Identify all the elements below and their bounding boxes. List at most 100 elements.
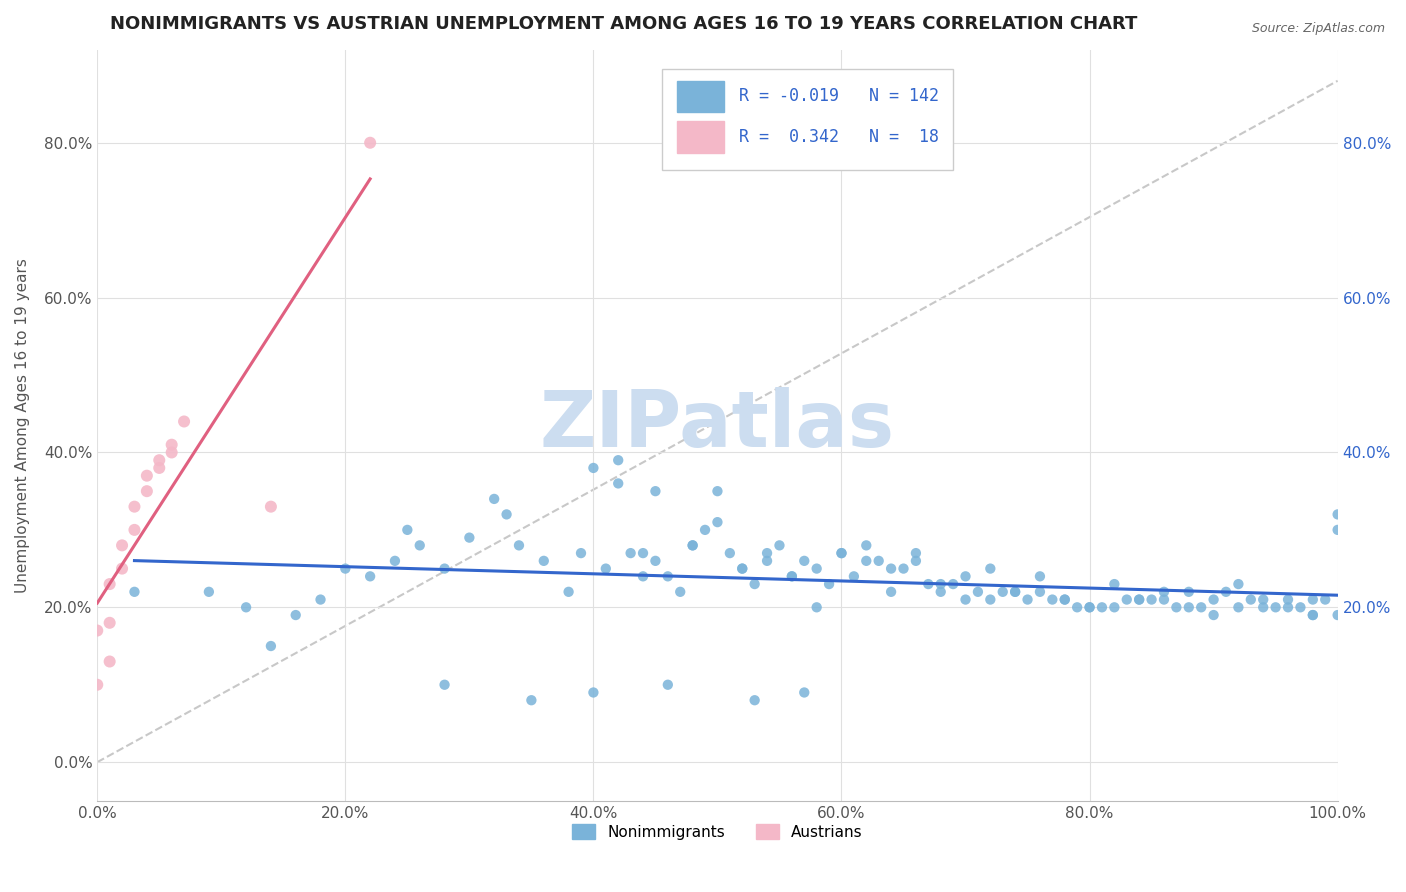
Point — [657, 569, 679, 583]
Point — [359, 569, 381, 583]
Point — [135, 484, 157, 499]
Point — [1264, 600, 1286, 615]
Bar — [676, 121, 724, 153]
Point — [1227, 577, 1250, 591]
Point — [818, 577, 841, 591]
Point — [904, 546, 927, 560]
Point — [830, 546, 852, 560]
Point — [1029, 584, 1052, 599]
Point — [1128, 592, 1150, 607]
Point — [1153, 584, 1175, 599]
Point — [893, 561, 915, 575]
Point — [842, 569, 865, 583]
Point — [124, 523, 146, 537]
Point — [979, 561, 1001, 575]
Point — [582, 685, 605, 699]
Point — [967, 584, 990, 599]
Point — [1277, 592, 1299, 607]
Point — [682, 538, 704, 552]
Point — [793, 685, 815, 699]
Point — [384, 554, 406, 568]
Point — [396, 523, 419, 537]
Point — [1091, 600, 1114, 615]
Point — [433, 678, 456, 692]
Point — [955, 569, 977, 583]
Point — [631, 569, 654, 583]
Point — [1251, 592, 1274, 607]
Point — [644, 484, 666, 499]
Point — [1202, 608, 1225, 623]
Point — [409, 538, 432, 552]
Point — [359, 136, 381, 150]
Point — [1017, 592, 1039, 607]
Point — [1029, 569, 1052, 583]
Point — [482, 491, 505, 506]
Point — [942, 577, 965, 591]
Point — [1040, 592, 1063, 607]
Point — [718, 546, 741, 560]
Point — [855, 538, 877, 552]
Point — [756, 554, 779, 568]
Point — [520, 693, 543, 707]
Point — [1202, 592, 1225, 607]
Point — [669, 584, 692, 599]
Point — [855, 554, 877, 568]
Point — [1104, 577, 1126, 591]
Point — [569, 546, 592, 560]
Point — [631, 546, 654, 560]
Point — [111, 538, 134, 552]
Point — [756, 546, 779, 560]
Point — [260, 639, 283, 653]
Point — [582, 461, 605, 475]
Point — [335, 561, 357, 575]
Point — [98, 577, 121, 591]
Y-axis label: Unemployment Among Ages 16 to 19 years: Unemployment Among Ages 16 to 19 years — [15, 258, 30, 593]
Point — [731, 561, 754, 575]
Point — [86, 624, 108, 638]
Point — [124, 500, 146, 514]
Point — [955, 592, 977, 607]
Point — [780, 569, 803, 583]
Point — [706, 484, 728, 499]
Point — [148, 453, 170, 467]
Point — [1315, 592, 1337, 607]
Point — [1289, 600, 1312, 615]
Point — [86, 678, 108, 692]
Point — [780, 569, 803, 583]
Point — [1302, 608, 1324, 623]
Point — [1004, 584, 1026, 599]
Point — [284, 608, 307, 623]
Point — [929, 584, 952, 599]
Point — [1140, 592, 1163, 607]
Point — [1302, 592, 1324, 607]
Point — [607, 453, 630, 467]
Point — [1078, 600, 1101, 615]
Point — [1326, 508, 1348, 522]
Point — [1066, 600, 1088, 615]
Point — [1240, 592, 1263, 607]
Point — [198, 584, 221, 599]
Point — [508, 538, 530, 552]
Point — [1053, 592, 1076, 607]
Point — [111, 561, 134, 575]
Point — [135, 468, 157, 483]
Point — [260, 500, 283, 514]
Point — [433, 561, 456, 575]
FancyBboxPatch shape — [662, 69, 953, 170]
Point — [1078, 600, 1101, 615]
Point — [1153, 592, 1175, 607]
Point — [620, 546, 643, 560]
Point — [1215, 584, 1237, 599]
Point — [1104, 600, 1126, 615]
Point — [768, 538, 790, 552]
Point — [1128, 592, 1150, 607]
Text: Source: ZipAtlas.com: Source: ZipAtlas.com — [1251, 22, 1385, 36]
Point — [991, 584, 1014, 599]
Point — [533, 554, 555, 568]
Point — [173, 415, 195, 429]
Point — [235, 600, 257, 615]
Text: NONIMMIGRANTS VS AUSTRIAN UNEMPLOYMENT AMONG AGES 16 TO 19 YEARS CORRELATION CHA: NONIMMIGRANTS VS AUSTRIAN UNEMPLOYMENT A… — [110, 15, 1137, 33]
Point — [917, 577, 939, 591]
Point — [830, 546, 852, 560]
Point — [1251, 600, 1274, 615]
